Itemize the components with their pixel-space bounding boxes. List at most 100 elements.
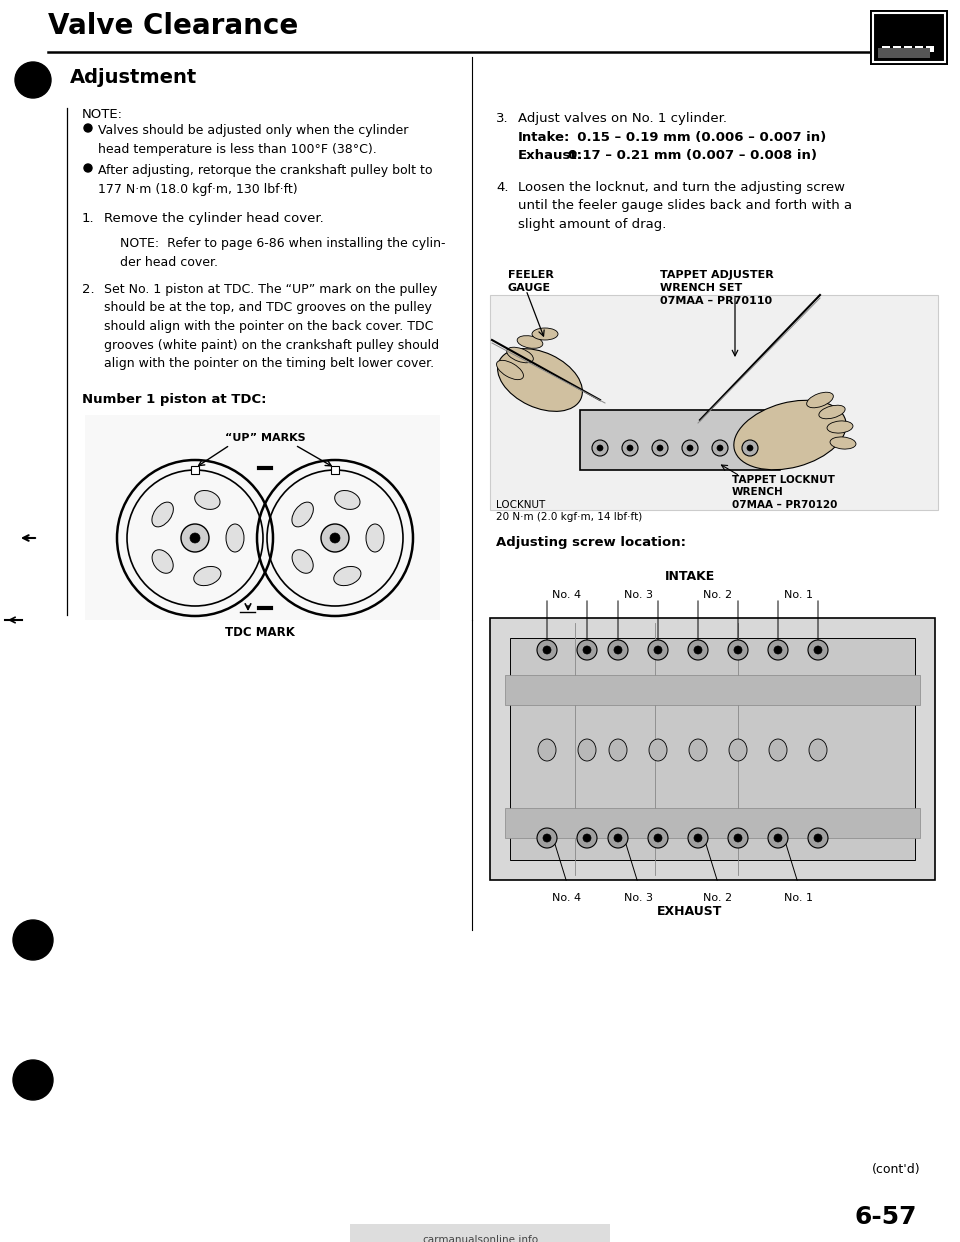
Circle shape [583, 833, 591, 842]
Circle shape [768, 640, 788, 660]
Circle shape [712, 440, 728, 456]
Text: Valve Clearance: Valve Clearance [48, 12, 299, 40]
Circle shape [84, 164, 92, 171]
Text: No. 3: No. 3 [623, 893, 653, 903]
FancyBboxPatch shape [926, 46, 934, 52]
Text: Number 1 piston at TDC:: Number 1 piston at TDC: [82, 392, 267, 406]
FancyBboxPatch shape [350, 1225, 610, 1242]
Ellipse shape [809, 739, 827, 761]
Circle shape [543, 646, 551, 655]
Ellipse shape [334, 566, 361, 586]
FancyBboxPatch shape [878, 48, 930, 58]
Circle shape [808, 828, 828, 848]
FancyBboxPatch shape [580, 410, 780, 469]
Text: Adjustment: Adjustment [70, 68, 197, 87]
Ellipse shape [532, 328, 558, 340]
Text: “UP” MARKS: “UP” MARKS [225, 433, 305, 443]
Text: NOTE:: NOTE: [82, 108, 123, 120]
Text: No. 1: No. 1 [783, 590, 812, 600]
Circle shape [614, 646, 622, 655]
Text: No. 1: No. 1 [783, 893, 812, 903]
FancyBboxPatch shape [915, 46, 923, 52]
FancyBboxPatch shape [873, 12, 945, 62]
Text: (cont'd): (cont'd) [872, 1163, 921, 1176]
Circle shape [747, 445, 753, 451]
Text: No. 4: No. 4 [552, 590, 582, 600]
Text: Loosen the locknut, and turn the adjusting screw
until the feeler gauge slides b: Loosen the locknut, and turn the adjusti… [518, 181, 852, 231]
Circle shape [768, 828, 788, 848]
Text: 2.: 2. [82, 283, 95, 296]
Circle shape [682, 440, 698, 456]
Circle shape [774, 646, 782, 655]
Ellipse shape [578, 739, 596, 761]
Circle shape [330, 533, 340, 543]
Circle shape [627, 445, 633, 451]
Text: Adjusting screw location:: Adjusting screw location: [496, 537, 686, 549]
Circle shape [654, 833, 662, 842]
Ellipse shape [507, 348, 534, 363]
Ellipse shape [366, 524, 384, 551]
FancyBboxPatch shape [870, 10, 948, 65]
Ellipse shape [195, 491, 220, 509]
Circle shape [13, 1059, 53, 1100]
Ellipse shape [538, 739, 556, 761]
Circle shape [190, 533, 200, 543]
Ellipse shape [819, 405, 845, 419]
Circle shape [84, 124, 92, 132]
FancyBboxPatch shape [893, 46, 901, 52]
Circle shape [648, 640, 668, 660]
Circle shape [687, 445, 693, 451]
Text: EXHAUST: EXHAUST [658, 905, 723, 918]
Circle shape [734, 833, 742, 842]
Text: Exhaust:: Exhaust: [518, 149, 583, 161]
Ellipse shape [292, 550, 313, 574]
Circle shape [654, 646, 662, 655]
Text: Remove the cylinder head cover.: Remove the cylinder head cover. [104, 212, 324, 225]
Circle shape [537, 640, 557, 660]
Ellipse shape [733, 400, 846, 469]
Ellipse shape [194, 566, 221, 586]
Ellipse shape [497, 349, 583, 411]
Text: INTAKE: INTAKE [665, 570, 715, 582]
Circle shape [622, 440, 638, 456]
Ellipse shape [830, 437, 856, 450]
Circle shape [728, 640, 748, 660]
Ellipse shape [609, 739, 627, 761]
Text: Adjust valves on No. 1 cylinder.: Adjust valves on No. 1 cylinder. [518, 112, 727, 125]
Text: 0.15 – 0.19 mm (0.006 – 0.007 in): 0.15 – 0.19 mm (0.006 – 0.007 in) [568, 130, 827, 144]
Circle shape [734, 646, 742, 655]
Ellipse shape [806, 392, 833, 407]
FancyBboxPatch shape [191, 466, 199, 474]
Circle shape [597, 445, 603, 451]
Circle shape [694, 833, 702, 842]
Circle shape [648, 828, 668, 848]
Ellipse shape [152, 550, 173, 574]
FancyBboxPatch shape [510, 638, 915, 859]
FancyBboxPatch shape [505, 674, 920, 705]
Circle shape [717, 445, 723, 451]
Text: Intake:: Intake: [518, 130, 570, 144]
FancyBboxPatch shape [505, 809, 920, 838]
Circle shape [814, 646, 822, 655]
Text: After adjusting, retorque the crankshaft pulley bolt to
177 N·m (18.0 kgf·m, 130: After adjusting, retorque the crankshaft… [98, 164, 433, 195]
Circle shape [577, 640, 597, 660]
FancyBboxPatch shape [85, 415, 440, 620]
Circle shape [592, 440, 608, 456]
FancyBboxPatch shape [882, 46, 890, 52]
Ellipse shape [496, 360, 523, 380]
Circle shape [688, 828, 708, 848]
Ellipse shape [649, 739, 667, 761]
Circle shape [577, 828, 597, 848]
FancyBboxPatch shape [490, 619, 935, 881]
Circle shape [583, 646, 591, 655]
Circle shape [808, 640, 828, 660]
Ellipse shape [335, 491, 360, 509]
Circle shape [608, 640, 628, 660]
Text: 6-57: 6-57 [855, 1205, 918, 1230]
Circle shape [181, 524, 209, 551]
Text: 1.: 1. [82, 212, 95, 225]
Circle shape [694, 646, 702, 655]
Circle shape [614, 833, 622, 842]
Ellipse shape [226, 524, 244, 551]
Circle shape [688, 640, 708, 660]
